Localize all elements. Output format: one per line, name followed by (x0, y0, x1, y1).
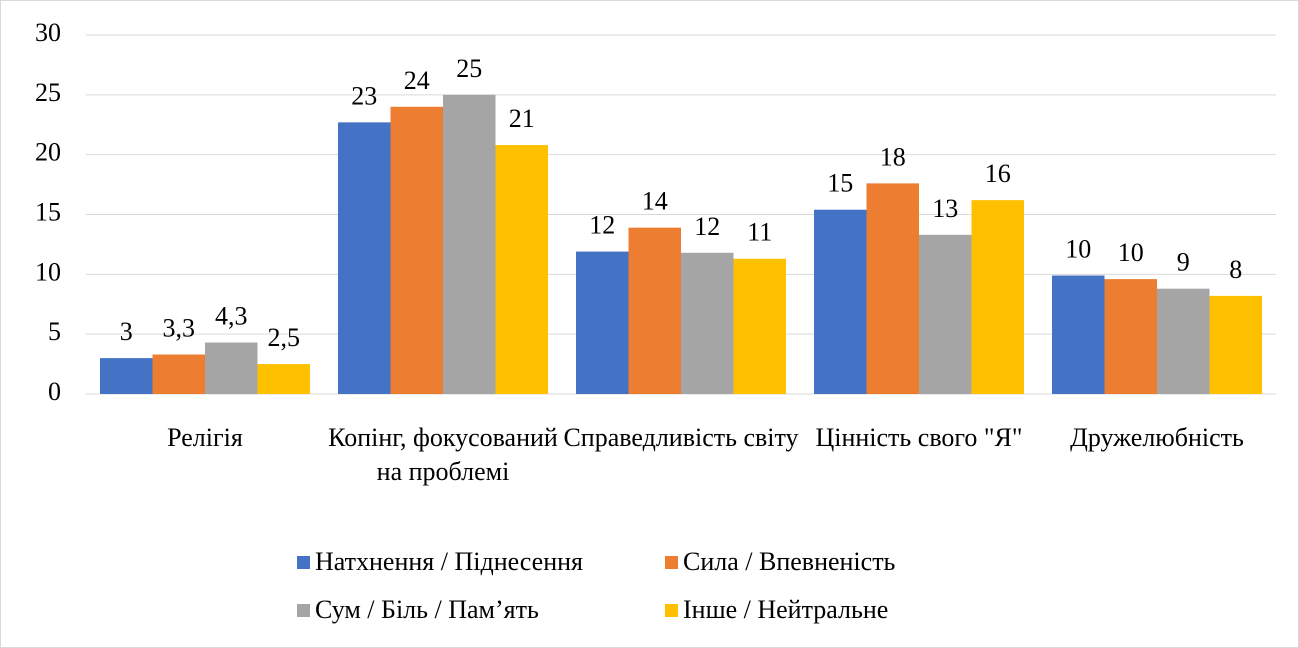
bar (100, 358, 153, 394)
y-tick-label: 5 (48, 317, 61, 346)
data-label: 15 (827, 169, 853, 198)
data-label: 12 (589, 211, 615, 240)
legend-swatch (665, 603, 678, 617)
legend-item: Сила / Впевненість (665, 547, 965, 577)
bar (1157, 288, 1210, 394)
bar (681, 252, 734, 394)
x-tick-label: Релігія (167, 423, 243, 452)
bar (866, 183, 919, 394)
bar (814, 209, 867, 394)
data-label: 14 (642, 187, 668, 216)
bar (443, 94, 496, 394)
data-label: 3,3 (163, 313, 196, 342)
bar (205, 342, 258, 394)
bar (628, 227, 681, 394)
data-label: 24 (404, 66, 430, 95)
data-label: 21 (509, 104, 535, 133)
data-label: 23 (351, 81, 377, 110)
x-tick-label: Цінність свого "Я" (815, 423, 1023, 452)
legend-label: Інше / Нейтральне (683, 595, 889, 624)
bar (390, 106, 443, 395)
data-label: 12 (694, 212, 720, 241)
bar (152, 354, 205, 394)
legend-item: Інше / Нейтральне (665, 595, 965, 625)
y-tick-label: 20 (35, 138, 61, 167)
data-label: 4,3 (215, 302, 248, 331)
bar (257, 364, 310, 394)
data-label: 13 (932, 194, 958, 223)
bar (1104, 279, 1157, 394)
y-tick-label: 15 (35, 197, 61, 226)
data-label: 9 (1177, 248, 1190, 277)
data-label: 2,5 (268, 323, 301, 352)
bar (733, 258, 786, 394)
bar (971, 200, 1024, 394)
legend-label: Сум / Біль / Пам’ять (315, 595, 539, 624)
legend-label: Натхнення / Піднесення (315, 547, 583, 576)
legend-item: Натхнення / Піднесення (297, 547, 665, 577)
data-label: 25 (456, 54, 482, 83)
bar (495, 145, 548, 394)
legend-swatch (297, 555, 310, 569)
bar (338, 122, 391, 395)
x-tick-label: Дружелюбність (1070, 423, 1244, 452)
bar (1209, 295, 1262, 394)
x-tick-label: Копінг, фокусований на проблемі (328, 423, 558, 486)
data-label: 8 (1229, 255, 1242, 284)
legend-item: Сум / Біль / Пам’ять (297, 595, 665, 625)
data-label: 10 (1065, 234, 1091, 263)
bar (1052, 275, 1105, 394)
data-label: 10 (1118, 238, 1144, 267)
y-tick-label: 10 (35, 257, 61, 286)
y-tick-label: 25 (35, 78, 61, 107)
bar (919, 234, 972, 394)
legend-swatch (297, 603, 310, 617)
y-tick-label: 0 (48, 377, 61, 406)
legend-swatch (665, 555, 678, 569)
data-label: 11 (747, 218, 772, 247)
data-label: 16 (985, 159, 1011, 188)
data-label: 3 (120, 317, 133, 346)
data-label: 18 (880, 142, 906, 171)
legend: Натхнення / Піднесення Сила / Впевненість… (297, 547, 965, 625)
bar (576, 251, 629, 394)
legend-label: Сила / Впевненість (683, 547, 896, 576)
x-tick-label: Справедливість світу (563, 423, 799, 452)
y-tick-label: 30 (35, 18, 61, 47)
